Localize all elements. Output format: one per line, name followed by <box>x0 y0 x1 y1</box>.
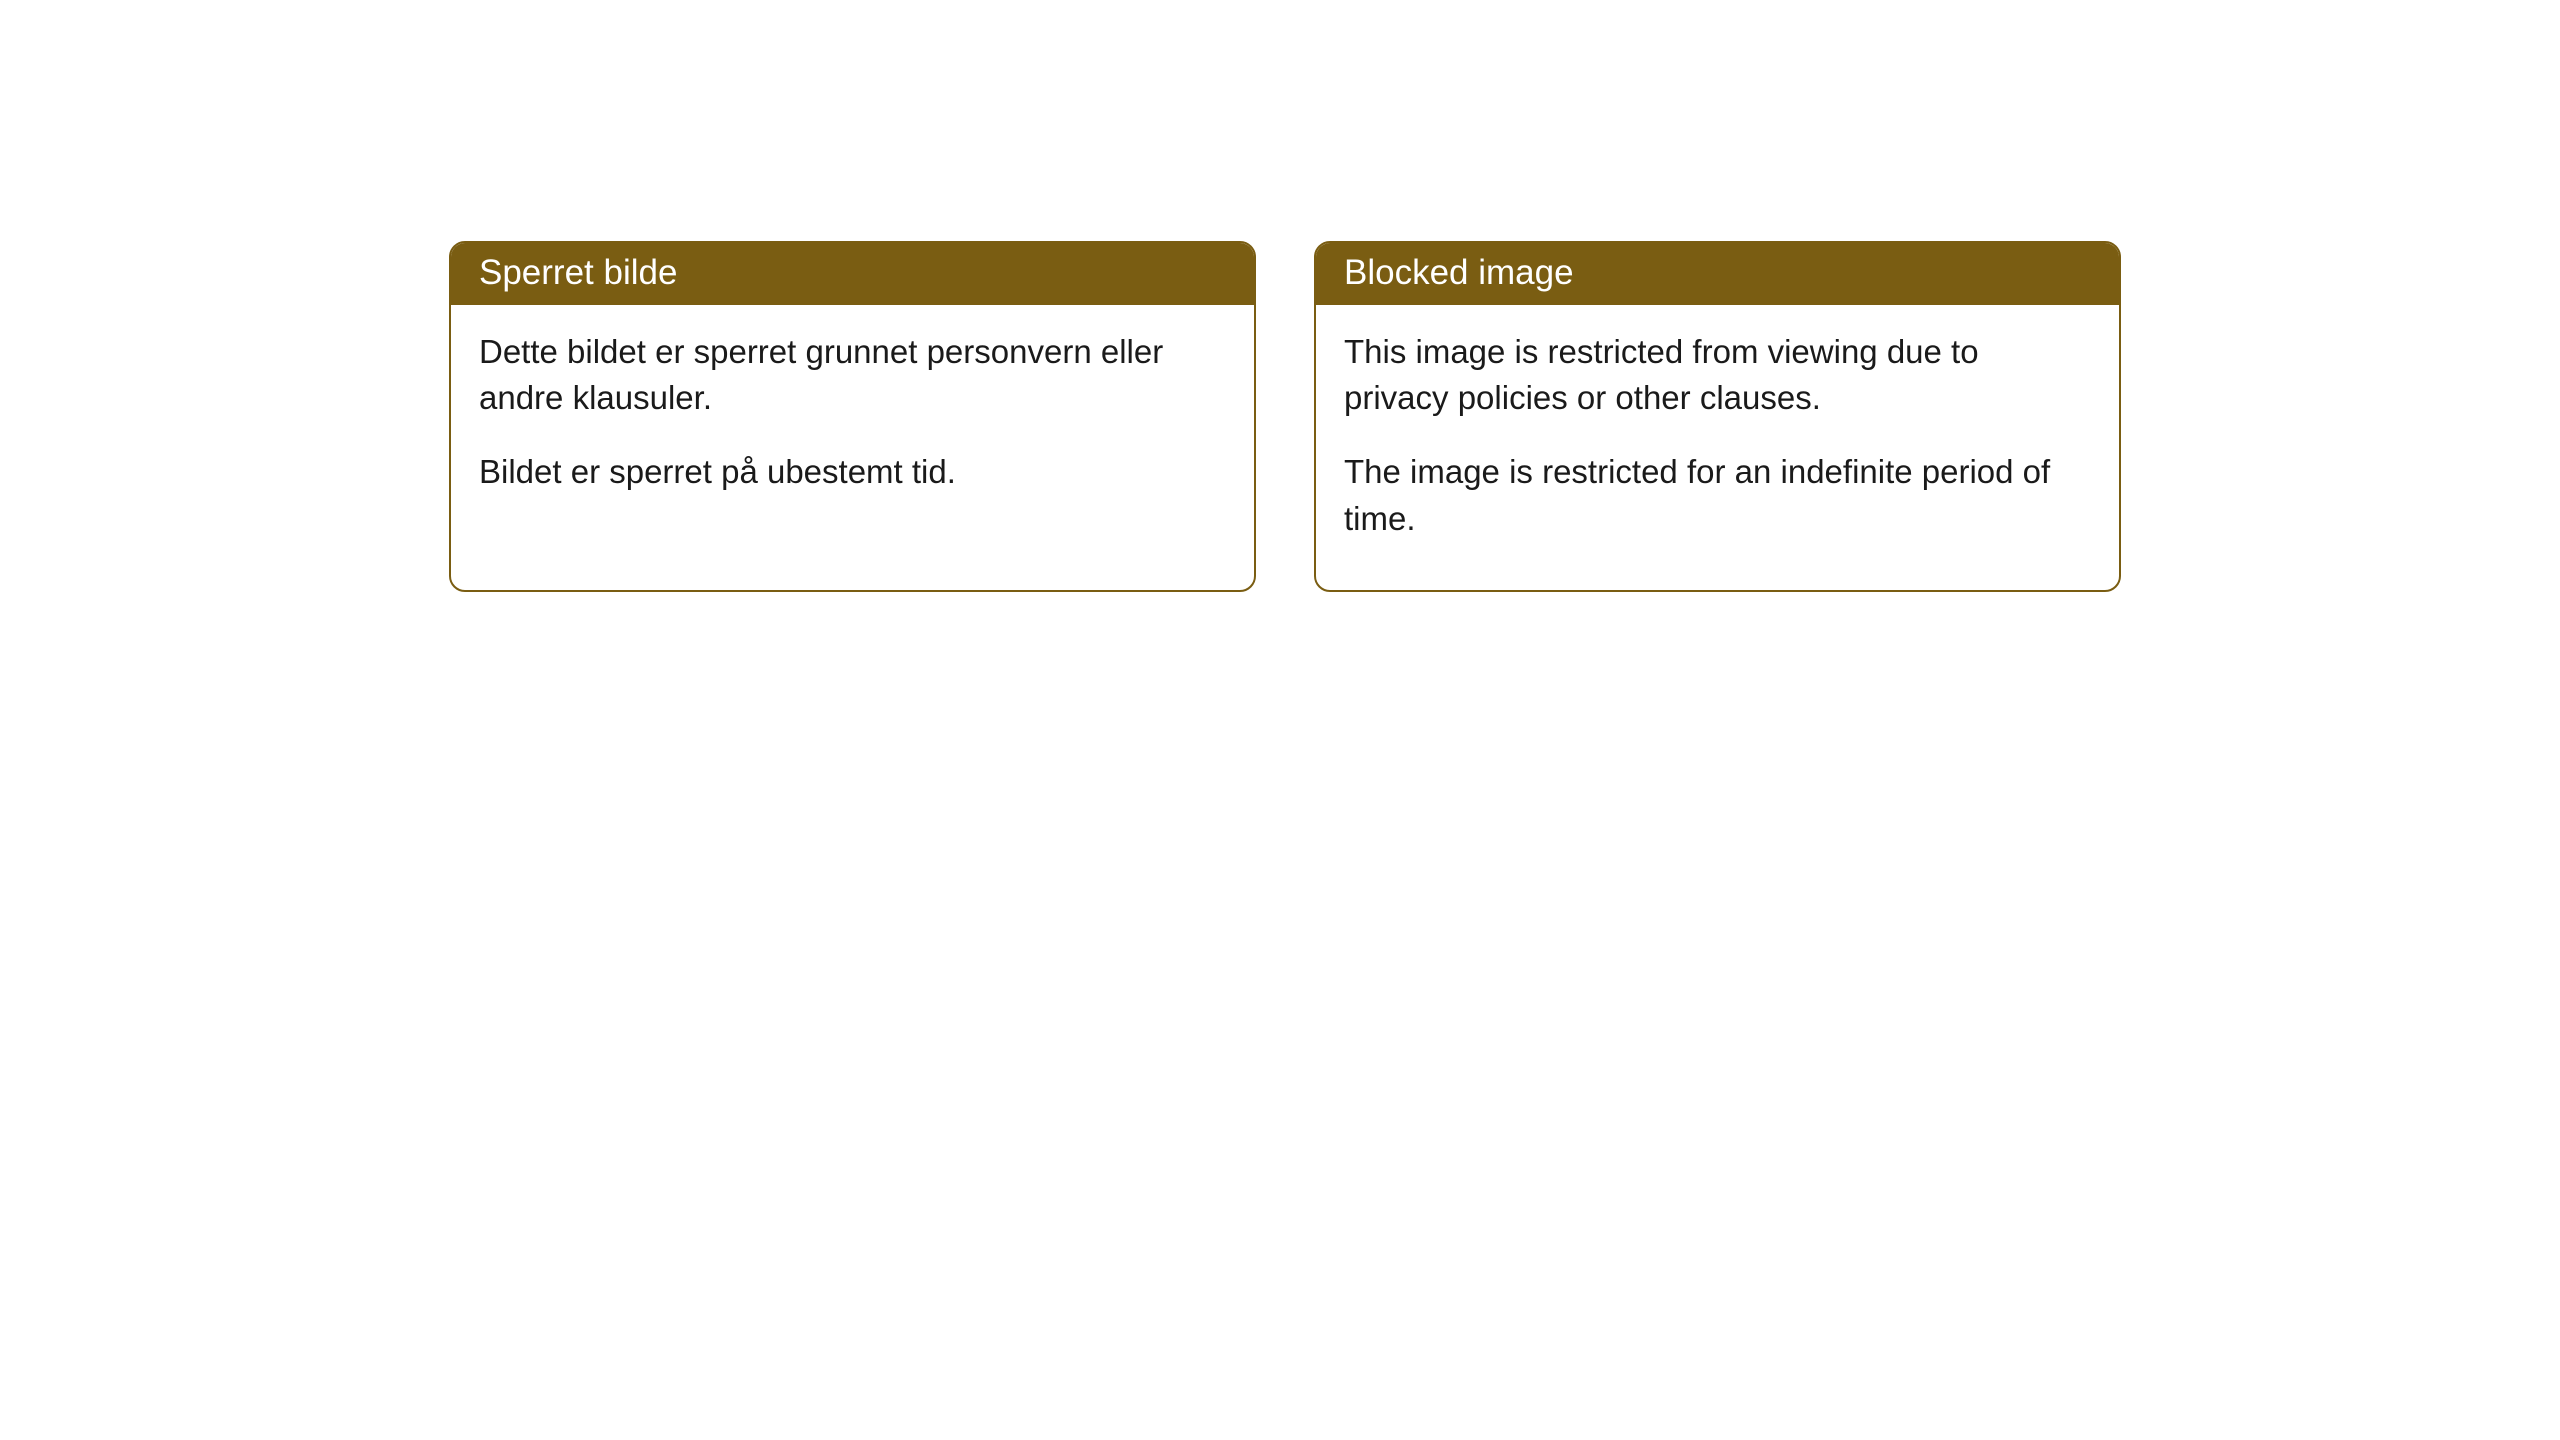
card-title: Sperret bilde <box>479 253 677 292</box>
notice-cards-container: Sperret bilde Dette bildet er sperret gr… <box>449 241 2560 592</box>
card-header: Blocked image <box>1316 243 2119 305</box>
card-paragraph: Bildet er sperret på ubestemt tid. <box>479 449 1226 495</box>
card-paragraph: This image is restricted from viewing du… <box>1344 329 2091 421</box>
card-paragraph: The image is restricted for an indefinit… <box>1344 449 2091 541</box>
card-body: This image is restricted from viewing du… <box>1316 305 2119 590</box>
notice-card-english: Blocked image This image is restricted f… <box>1314 241 2121 592</box>
notice-card-norwegian: Sperret bilde Dette bildet er sperret gr… <box>449 241 1256 592</box>
card-paragraph: Dette bildet er sperret grunnet personve… <box>479 329 1226 421</box>
card-title: Blocked image <box>1344 253 1574 292</box>
card-body: Dette bildet er sperret grunnet personve… <box>451 305 1254 544</box>
card-header: Sperret bilde <box>451 243 1254 305</box>
